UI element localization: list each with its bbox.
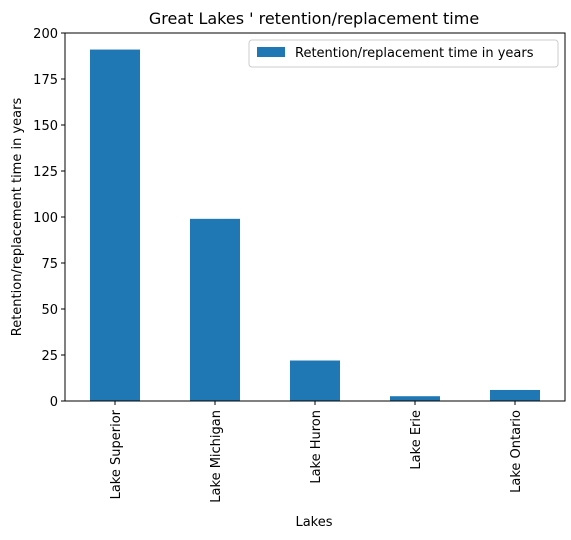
y-axis-label: Retention/replacement time in years [10, 98, 25, 337]
x-tick-label: Lake Huron [309, 410, 324, 484]
y-tick-label: 200 [33, 27, 58, 42]
x-tick-label: Lake Superior [109, 409, 124, 499]
bar-lake-michigan [190, 218, 240, 401]
bar-lake-superior [90, 49, 140, 402]
legend-label: Retention/replacement time in years [295, 46, 534, 61]
legend-box [248, 39, 559, 68]
y-tick-label: 100 [33, 211, 58, 226]
bar-lake-ontario [490, 389, 540, 401]
legend-swatch [257, 47, 285, 57]
x-tick-label: Lake Ontario [509, 410, 524, 493]
legend: Retention/replacement time in years [248, 39, 559, 68]
bar-lake-erie [390, 396, 440, 401]
x-axis-label: Lakes [295, 515, 332, 530]
bar-lake-huron [290, 360, 340, 401]
plot-frame [64, 32, 566, 402]
chart-title: Great Lakes ' retention/replacement time [149, 9, 479, 28]
x-tick-label: Lake Michigan [209, 410, 224, 503]
y-tick-label: 50 [41, 303, 58, 318]
y-tick-label: 75 [41, 257, 58, 272]
y-tick-label: 150 [33, 119, 58, 134]
x-axis: Lake Superior Lake Michigan Lake Huron Lake… [109, 401, 524, 503]
y-tick-label: 25 [41, 349, 58, 364]
y-tick-label: 125 [33, 165, 58, 180]
y-axis: 0 25 50 75 100 125 150 175 200 [33, 27, 65, 410]
bars-group [90, 49, 540, 402]
x-tick-label: Lake Erie [409, 410, 424, 470]
y-tick-label: 0 [50, 395, 58, 410]
y-tick-label: 175 [33, 73, 58, 88]
